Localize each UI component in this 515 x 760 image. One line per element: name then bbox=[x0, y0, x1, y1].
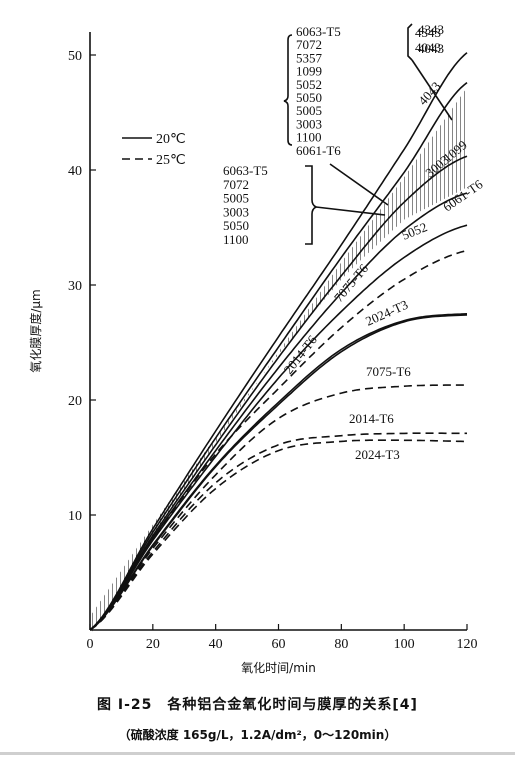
y-tick-label: 20 bbox=[68, 394, 82, 409]
group-label-dashed-1: 7072 bbox=[223, 177, 249, 192]
series-label-4343: 4343 bbox=[418, 22, 444, 37]
group-label-solid-4: 5052 bbox=[296, 77, 322, 92]
y-tick-label: 10 bbox=[68, 509, 82, 524]
group-label-solid-9: 6061-T6 bbox=[296, 143, 341, 158]
solid-group-bracket bbox=[283, 34, 293, 146]
group-label-solid-3: 1099 bbox=[296, 64, 322, 79]
group-label-solid-5: 5050 bbox=[296, 90, 322, 105]
x-tick-label: 80 bbox=[334, 637, 348, 652]
legend-label-solid: 20℃ bbox=[156, 132, 186, 147]
series-line-4343-solid bbox=[89, 52, 468, 631]
top-pair-bracket bbox=[407, 23, 413, 61]
series-line-7075-t6-dashed bbox=[89, 249, 468, 631]
series-label-7075-t6-dashed: 7075-T6 bbox=[366, 364, 411, 379]
series-line-7075-t6-dashed bbox=[89, 384, 467, 631]
bottom-rule bbox=[0, 752, 515, 755]
series-label-2014-t6-dashed: 2014-T6 bbox=[349, 411, 394, 426]
hatched-band bbox=[90, 87, 467, 635]
y-tick-label: 40 bbox=[68, 164, 82, 179]
chart: 0 20 40 60 80 100 120 10 20 30 40 50 氧化时间/min 氧化膜厚度/μ… bbox=[28, 22, 486, 675]
series-line-5052-solid bbox=[89, 224, 468, 631]
legend-label-dashed: 25℃ bbox=[156, 153, 186, 168]
group-label-dashed-4: 5050 bbox=[223, 218, 249, 233]
series-line-6061-t6-solid bbox=[89, 192, 468, 631]
series-label-5052: 5052 bbox=[400, 219, 430, 243]
group-label-dashed-2: 5005 bbox=[223, 191, 249, 206]
series-line-2024-t3-dashed bbox=[89, 439, 467, 631]
series-label-2024-t3-dashed: 2024-T3 bbox=[355, 447, 400, 462]
series-label-2024-t3: 2024-T3 bbox=[363, 297, 410, 329]
leader-line-top-pair bbox=[411, 59, 453, 121]
figure-subcaption: （硫酸浓度 165g/L，1.2A/dm²，0～120min） bbox=[118, 728, 397, 742]
x-tick-label: 20 bbox=[146, 637, 160, 652]
y-tick-label: 50 bbox=[68, 49, 82, 64]
x-tick-label: 60 bbox=[272, 637, 286, 652]
x-axis-title: 氧化时间/min bbox=[241, 661, 316, 675]
leader-line-dashed bbox=[315, 206, 386, 216]
y-axis-title: 氧化膜厚度/μm bbox=[28, 289, 43, 372]
group-label-dashed-3: 3003 bbox=[223, 204, 249, 219]
series-line-1099-solid bbox=[89, 155, 468, 631]
y-tick-label: 30 bbox=[68, 279, 82, 294]
top-pair-label-1: 4043 bbox=[415, 40, 441, 55]
group-label-solid-0: 6063-T5 bbox=[296, 24, 341, 39]
x-tick-label: 40 bbox=[209, 637, 223, 652]
x-tick-label: 120 bbox=[457, 637, 478, 652]
series-line-2014-t6-solid bbox=[89, 313, 468, 631]
group-label-solid-7: 3003 bbox=[296, 116, 322, 131]
top-pair-label-0: 4343 bbox=[415, 25, 441, 40]
group-label-solid-6: 5005 bbox=[296, 103, 322, 118]
group-label-dashed-5: 1100 bbox=[223, 232, 249, 247]
series-line-2024-t3-solid bbox=[89, 314, 468, 631]
leader-line-solid bbox=[329, 163, 389, 206]
series-line-4043-solid bbox=[89, 81, 468, 631]
series-label-4043-inline: 4043 bbox=[415, 79, 444, 108]
group-label-dashed-0: 6063-T5 bbox=[223, 163, 268, 178]
group-label-solid-1: 7072 bbox=[296, 37, 322, 52]
series-label-4043: 4043 bbox=[418, 41, 444, 56]
series-line-2014-t6-dashed bbox=[89, 432, 467, 631]
group-label-solid-8: 1100 bbox=[296, 130, 322, 145]
figure-caption: 图 Ⅰ-25 各种铝合金氧化时间与膜厚的关系[4] bbox=[97, 697, 418, 713]
group-label-solid-2: 5357 bbox=[296, 50, 323, 65]
x-tick-label: 0 bbox=[87, 637, 94, 652]
x-tick-label: 100 bbox=[394, 637, 415, 652]
dashed-group-bracket bbox=[305, 165, 318, 245]
